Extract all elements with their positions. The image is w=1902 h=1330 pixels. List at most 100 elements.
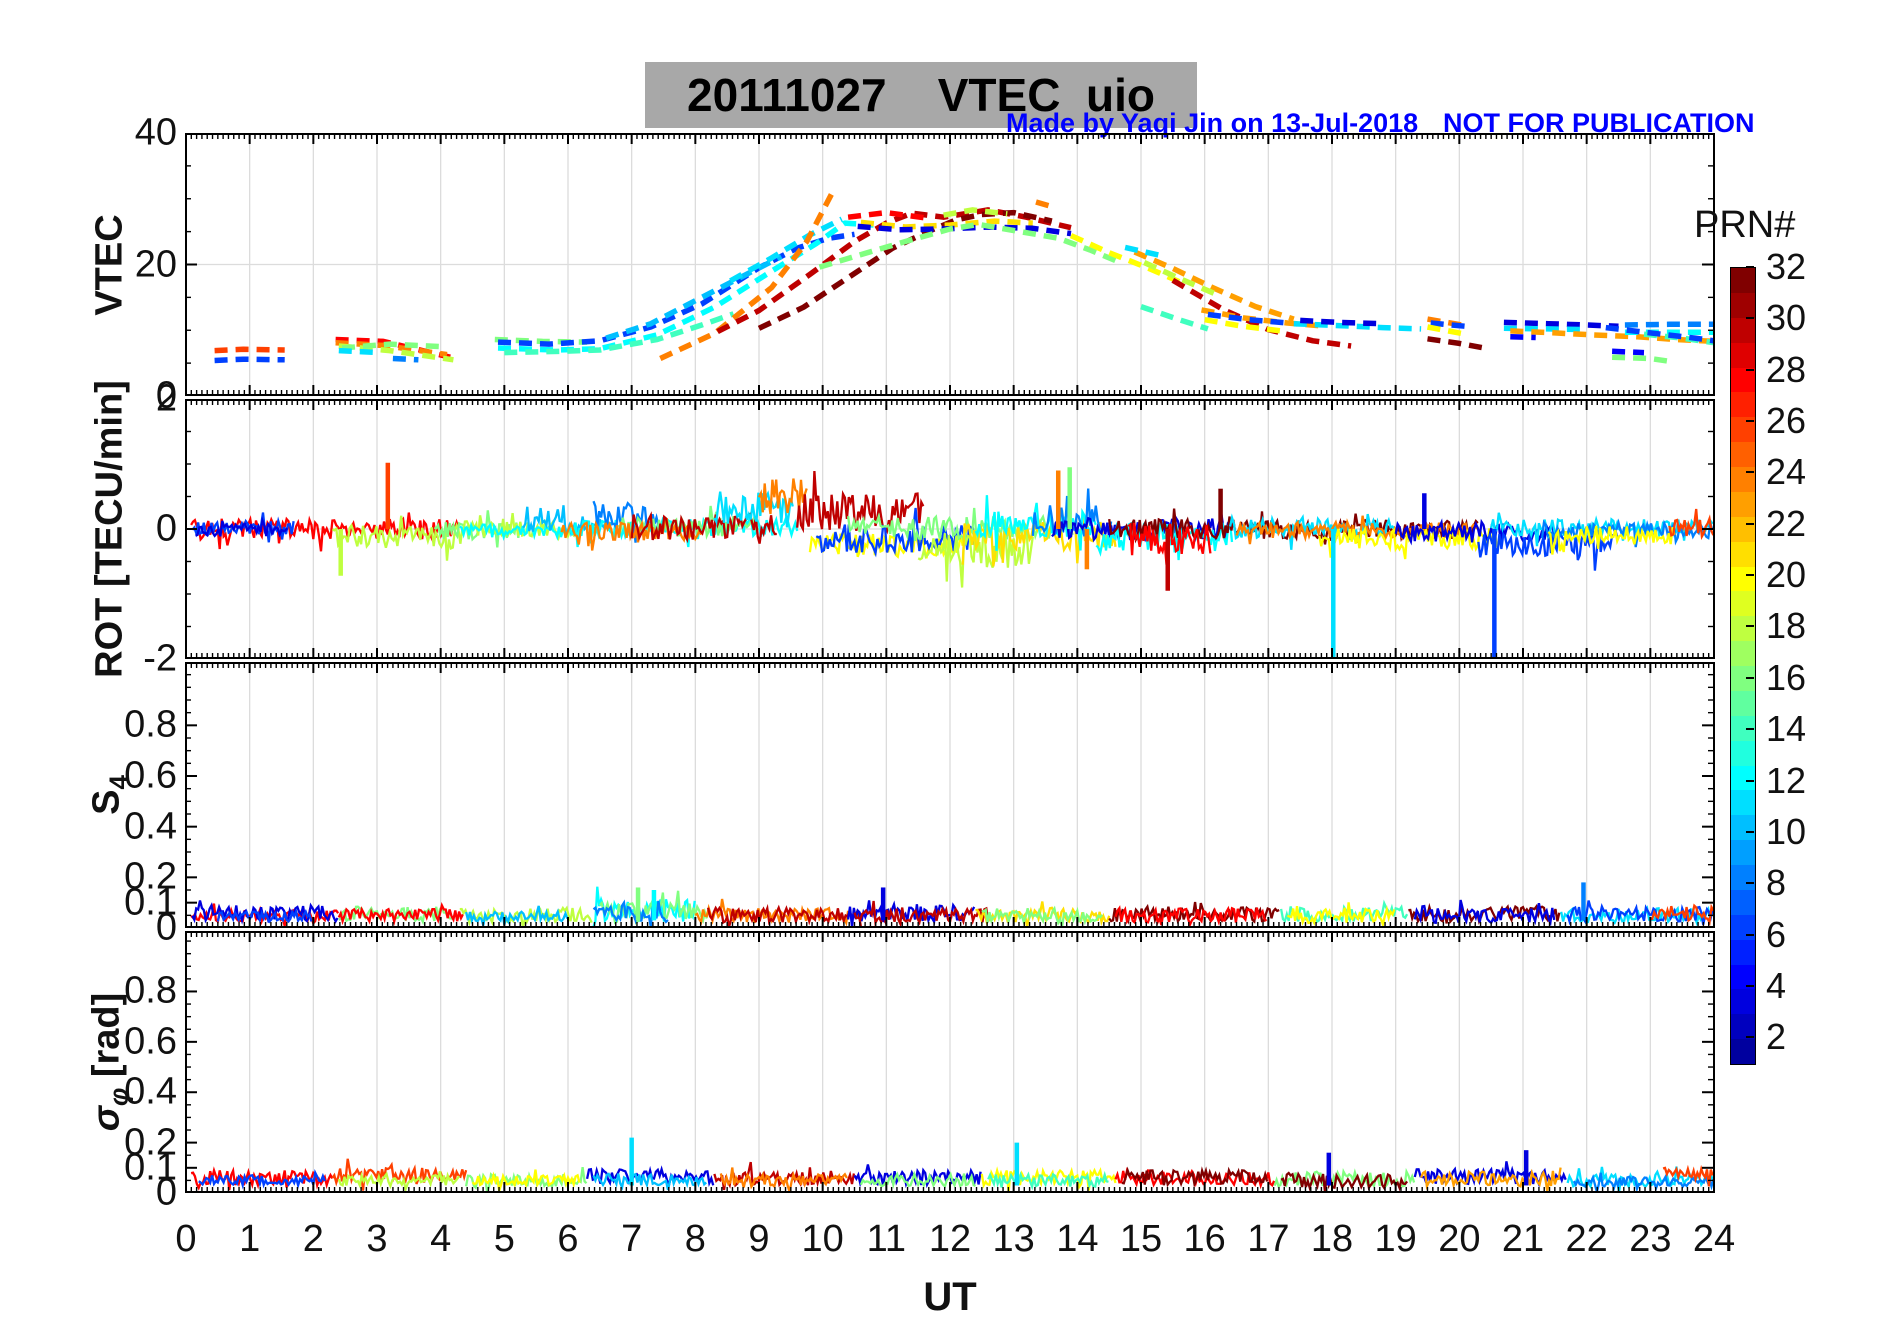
colorbar-tick-label: 10 [1766, 810, 1807, 852]
colorbar-block-prn-27 [1731, 392, 1755, 418]
x-tick-label: 4 [430, 1218, 452, 1260]
colorbar-tick [1746, 728, 1754, 731]
x-tick-label: 15 [1119, 1218, 1163, 1260]
colorbar-tick-label: 18 [1766, 605, 1807, 647]
colorbar-block-prn-12 [1731, 765, 1755, 791]
colorbar-block-prn-15 [1731, 690, 1755, 716]
colorbar-block-prn-6 [1731, 914, 1755, 940]
y-tick-label: 0.4 [124, 1070, 177, 1113]
colorbar-tick-label: 6 [1766, 913, 1787, 955]
x-tick-label: 17 [1247, 1218, 1290, 1260]
x-axis-label: UT [923, 1275, 977, 1319]
y-tick-label: 40 [134, 111, 177, 154]
prn-colorbar [1730, 267, 1756, 1065]
y-tick-label: 0 [155, 374, 177, 417]
page-title: 20111027 VTEC uio [687, 69, 1155, 121]
sigma-phi-panel [185, 931, 1715, 1193]
colorbar-tick-label: 14 [1766, 708, 1807, 750]
y-tick-label: 0.1 [124, 1146, 177, 1189]
colorbar-tick-label: 2 [1766, 1016, 1787, 1058]
colorbar-block-prn-7 [1731, 889, 1755, 915]
colorbar-block-prn-18 [1731, 616, 1755, 642]
colorbar-tick-label: 28 [1766, 348, 1807, 390]
x-tick-label: 9 [748, 1218, 770, 1260]
colorbar-block-prn-13 [1731, 740, 1755, 766]
colorbar-tick-label: 24 [1766, 451, 1807, 493]
y-tick-label: 0.8 [124, 969, 177, 1012]
y-tick-label: 0.6 [124, 754, 177, 797]
colorbar-tick-label: 16 [1766, 656, 1807, 698]
x-tick-label: 0 [175, 1218, 197, 1260]
y-tick-label: 20 [134, 243, 177, 285]
colorbar-block-prn-17 [1731, 641, 1755, 666]
x-tick-label: 24 [1692, 1218, 1736, 1260]
x-tick-label: 1 [239, 1218, 261, 1260]
colorbar-tick [1746, 1036, 1754, 1039]
colorbar-tick [1746, 317, 1754, 320]
colorbar-block-prn-2 [1731, 1014, 1755, 1040]
x-tick-label: 5 [493, 1218, 515, 1260]
colorbar-tick-label: 22 [1766, 502, 1807, 544]
colorbar-block-prn-19 [1731, 591, 1755, 617]
colorbar-block-prn-3 [1731, 989, 1755, 1015]
x-tick-label: 7 [621, 1218, 643, 1260]
colorbar-block-prn-5 [1731, 939, 1755, 965]
colorbar-tick [1746, 625, 1754, 628]
x-tick-label: 8 [684, 1218, 706, 1260]
x-tick-label: 22 [1565, 1218, 1608, 1260]
colorbar-block-prn-22 [1731, 516, 1755, 542]
y-tick-label: -2 [143, 637, 177, 680]
colorbar-tick [1746, 882, 1754, 885]
colorbar-block-prn-25 [1731, 442, 1755, 467]
colorbar-title: PRN# [1694, 204, 1796, 246]
colorbar-tick [1746, 779, 1754, 782]
colorbar-tick [1746, 830, 1754, 833]
x-tick-label: 21 [1501, 1218, 1545, 1260]
colorbar-tick [1746, 471, 1754, 474]
x-tick-label: 23 [1629, 1218, 1672, 1260]
y-tick-label: 0 [155, 1171, 177, 1214]
x-tick-label: 6 [557, 1218, 579, 1260]
x-tick-label: 12 [928, 1218, 972, 1260]
x-tick-label: 20 [1438, 1218, 1481, 1260]
y-tick-label: 0.2 [124, 1121, 177, 1164]
colorbar-tick-label: 4 [1766, 964, 1787, 1006]
colorbar-tick [1746, 368, 1754, 371]
colorbar-tick-label: 20 [1766, 554, 1807, 596]
y-axis-label-s4: S4 [85, 775, 134, 815]
colorbar-block-prn-31 [1731, 292, 1755, 318]
colorbar-tick [1746, 522, 1754, 525]
y-axis-label-sigma_phi: σφ [rad] [85, 992, 134, 1132]
colorbar-tick [1746, 676, 1754, 679]
colorbar-block-prn-21 [1731, 541, 1755, 567]
x-tick-label: 11 [866, 1218, 907, 1260]
colorbar-block-prn-11 [1731, 790, 1755, 816]
colorbar-block-prn-28 [1731, 367, 1755, 393]
x-tick-label: 18 [1310, 1218, 1354, 1260]
y-tick-label: 0.2 [124, 855, 177, 898]
colorbar-tick-label: 30 [1766, 297, 1807, 339]
colorbar-tick [1746, 574, 1754, 577]
colorbar-block-prn-10 [1731, 815, 1755, 841]
y-tick-label: 0.4 [124, 805, 177, 848]
colorbar-tick [1746, 420, 1754, 423]
colorbar-block-prn-23 [1731, 491, 1755, 517]
y-tick-label: 0 [155, 906, 177, 949]
colorbar-block-prn-29 [1731, 342, 1755, 368]
colorbar-block-prn-20 [1731, 566, 1755, 592]
colorbar-tick [1746, 266, 1754, 268]
x-tick-label: 3 [366, 1218, 388, 1260]
s4-panel [185, 662, 1715, 928]
colorbar-block-prn-9 [1731, 840, 1755, 865]
colorbar-tick [1746, 933, 1754, 936]
colorbar-tick-label: 26 [1766, 400, 1807, 442]
y-tick-label: 0 [155, 507, 177, 550]
y-tick-label: 0.1 [124, 881, 177, 924]
colorbar-block-prn-1 [1731, 1039, 1755, 1064]
colorbar-block-prn-30 [1731, 317, 1755, 343]
y-tick-label: 2 [155, 377, 177, 420]
colorbar-block-prn-32 [1731, 268, 1755, 293]
rot-panel [185, 399, 1715, 659]
colorbar-tick [1746, 984, 1754, 987]
